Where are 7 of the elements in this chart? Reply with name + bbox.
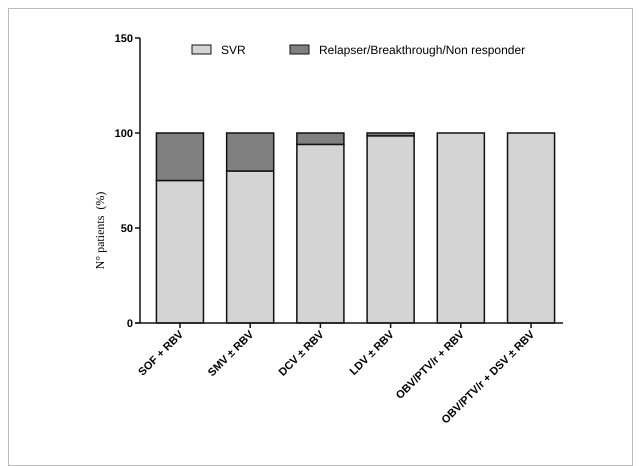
y-axis-title: N° patients (%) [93,192,107,270]
legend-label: Relapser/Breakthrough/Non responder [319,43,526,58]
y-tick-label: 100 [114,128,133,140]
y-tick-label: 50 [120,222,133,235]
y-tick-label: 150 [114,32,133,45]
legend-label: SVR [221,43,246,58]
y-tick-label: 0 [126,318,133,330]
